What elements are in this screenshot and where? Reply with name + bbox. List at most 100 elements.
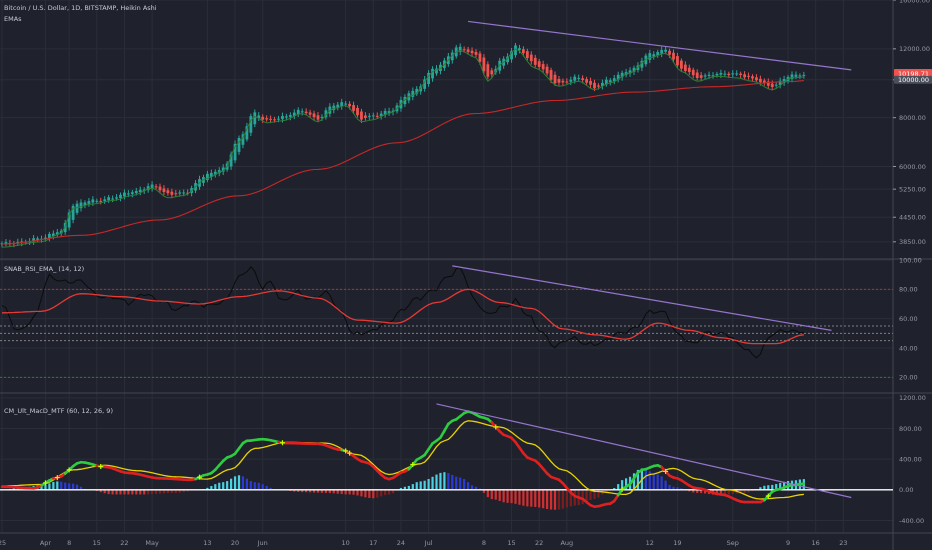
candle-body <box>632 67 636 72</box>
macd-histogram-bar <box>435 474 438 490</box>
macd-histogram-bar <box>332 489 335 494</box>
candle-body <box>755 77 758 81</box>
candle-body <box>533 57 537 65</box>
candle-body <box>55 232 59 235</box>
macd-histogram-bar <box>151 489 154 495</box>
price-pane-title: Bitcoin / U.S. Dollar, 1D, BITSTAMP, Hei… <box>4 4 157 12</box>
candle-body <box>166 190 170 194</box>
macd-histogram-bar <box>154 489 158 494</box>
macd-histogram-bar <box>688 489 691 492</box>
last-price-label: 10198.71 <box>898 70 929 78</box>
macd-histogram-bar <box>723 489 726 496</box>
candle-body <box>253 112 257 125</box>
x-axis-label: Jul <box>424 539 433 547</box>
macd-histogram-bar <box>542 489 545 509</box>
candle-body <box>703 75 707 77</box>
candle-body <box>316 115 320 120</box>
candle-body <box>561 80 565 83</box>
candle-body <box>79 202 83 209</box>
candle-body <box>296 109 300 115</box>
macd-histogram-bar <box>680 488 683 490</box>
rsi-axis-label: 40.00 <box>899 344 918 352</box>
candle-body <box>186 192 190 194</box>
candle-body <box>695 72 699 78</box>
rsi-pane: SNAB_RSI_EMA_ (14, 12) <box>0 265 893 378</box>
macd-cross-marker <box>410 462 416 468</box>
candle-body <box>553 74 557 84</box>
macd-histogram-bar <box>75 484 79 490</box>
candle-body <box>134 190 138 194</box>
candle-body <box>549 70 553 80</box>
candle-body <box>158 186 162 191</box>
x-axis-label: 20 <box>231 539 239 547</box>
macd-histogram-bar <box>257 482 260 490</box>
candle-body <box>281 115 284 120</box>
macd-histogram-bar <box>305 489 308 493</box>
rsi-trendline <box>452 265 832 331</box>
macd-histogram-bar <box>297 489 300 492</box>
macd-histogram-bar <box>439 472 442 490</box>
macd-histogram-bar <box>324 489 327 493</box>
macd-histogram-bar <box>127 489 130 495</box>
candle-body <box>431 68 434 79</box>
macd-histogram-bar <box>700 489 703 494</box>
macd-histogram-bar <box>605 489 608 492</box>
candle-body <box>766 81 770 86</box>
macd-axis-label: 400.00 <box>899 455 922 463</box>
macd-histogram-bar <box>759 487 762 490</box>
candle-body <box>652 54 656 57</box>
x-axis-label: Jun <box>257 539 268 547</box>
candle-body <box>292 112 296 117</box>
candle-body <box>462 49 466 51</box>
candle-body <box>375 115 379 117</box>
macd-histogram-bar <box>783 481 786 490</box>
candle-body <box>510 50 513 60</box>
candle-body <box>209 172 213 177</box>
price-axis-label: 4450.00 <box>899 214 926 222</box>
candle-body <box>411 90 415 97</box>
x-axis-label: 16 <box>812 539 820 547</box>
macd-histogram-bar <box>174 489 177 493</box>
candle-body <box>261 116 265 120</box>
x-axis-label: 12 <box>646 539 654 547</box>
y-axes: 16000.00 12000.00 10000.00 8000.00 6000.00 52… <box>893 0 932 525</box>
candle-body <box>427 72 430 85</box>
candle-body <box>277 118 280 120</box>
price-axis-label: 16000.00 <box>899 0 930 4</box>
macd-histogram-bar <box>486 489 489 498</box>
macd-histogram-bar <box>237 475 241 490</box>
macd-histogram-bar <box>715 489 719 496</box>
macd-histogram-bar <box>253 482 256 490</box>
x-axis-label: 23 <box>839 539 847 547</box>
candle-body <box>751 76 754 79</box>
macd-histogram-bar <box>119 489 122 495</box>
macd-cross-marker <box>493 424 499 430</box>
candle-body <box>249 116 253 133</box>
price-overlays <box>1 20 852 248</box>
candle-body <box>450 52 454 61</box>
candle-body <box>565 81 569 83</box>
candle-body <box>664 49 667 52</box>
candle-body <box>608 80 612 83</box>
candle-body <box>269 118 272 120</box>
candle-body <box>107 197 111 201</box>
macd-cross-marker <box>765 493 771 499</box>
candle-body <box>51 233 55 237</box>
x-axis-label: 25 <box>0 539 6 547</box>
candle-body <box>308 112 312 115</box>
x-axis-label: 24 <box>397 539 405 547</box>
macd-histogram-bar <box>162 489 166 494</box>
candle-body <box>731 73 735 75</box>
macd-histogram-bar <box>372 489 375 499</box>
macd-histogram-bar <box>230 478 233 490</box>
candle-body <box>48 233 51 239</box>
rsi-axis-label: 20.00 <box>899 374 918 382</box>
candle-body <box>32 238 35 242</box>
candle-body <box>332 105 336 111</box>
candle-body <box>67 212 71 228</box>
macd-histogram-bar <box>48 483 51 490</box>
x-axis-label: 17 <box>369 539 377 547</box>
candle-body <box>111 198 114 200</box>
macd-histogram-bar <box>107 489 110 495</box>
